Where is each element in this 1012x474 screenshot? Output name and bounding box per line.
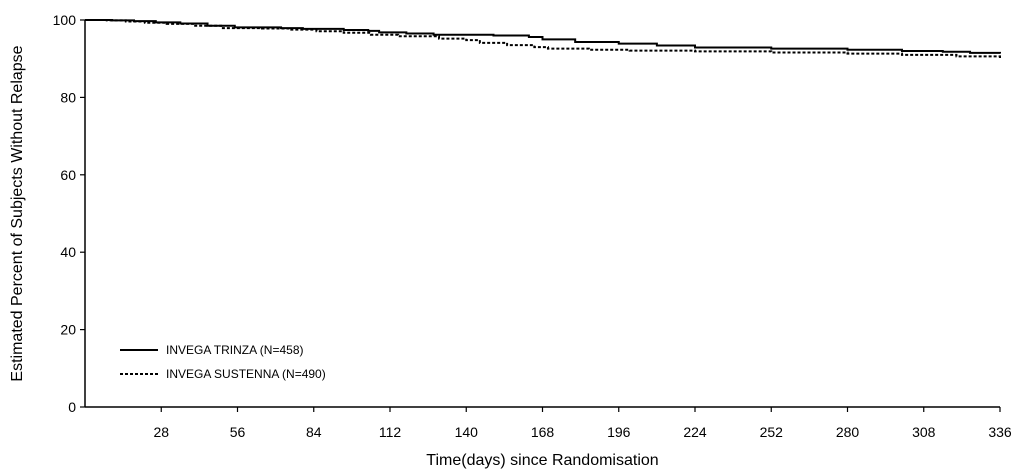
x-axis-ticks: 28 56 84 112 140 168 196 224 252 280 308 336: [153, 407, 1012, 440]
y-tick-label: 40: [60, 244, 76, 260]
x-tick-label: 308: [912, 424, 936, 440]
y-axis-title: Estimated Percent of Subjects Without Re…: [9, 45, 26, 381]
x-tick-label: 140: [455, 424, 479, 440]
x-axis-title: Time(days) since Randomisation: [426, 452, 658, 469]
y-tick-label: 100: [53, 12, 77, 28]
y-tick-label: 20: [60, 322, 76, 338]
x-tick-label: 56: [230, 424, 246, 440]
x-tick-label: 168: [531, 424, 555, 440]
series-line-1: [85, 19, 1001, 54]
series-line-2: [85, 19, 1001, 59]
x-tick-label: 28: [153, 424, 169, 440]
x-tick-label: 336: [988, 424, 1012, 440]
series-lines: [85, 19, 1001, 59]
legend: INVEGA TRINZA (N=458) INVEGA SUSTENNA (N=…: [120, 343, 326, 381]
x-tick-label: 84: [306, 424, 322, 440]
y-tick-label: 80: [60, 89, 76, 105]
y-tick-label: 60: [60, 167, 76, 183]
x-tick-label: 252: [760, 424, 784, 440]
legend-label-2: INVEGA SUSTENNA (N=490): [166, 367, 326, 381]
x-tick-label: 196: [607, 424, 631, 440]
legend-label-1: INVEGA TRINZA (N=458): [166, 343, 304, 357]
x-tick-label: 224: [683, 424, 707, 440]
y-axis-ticks: 0 20 40 60 80 100: [53, 12, 85, 415]
x-tick-label: 112: [379, 424, 402, 440]
x-tick-label: 280: [836, 424, 860, 440]
y-tick-label: 0: [68, 399, 76, 415]
